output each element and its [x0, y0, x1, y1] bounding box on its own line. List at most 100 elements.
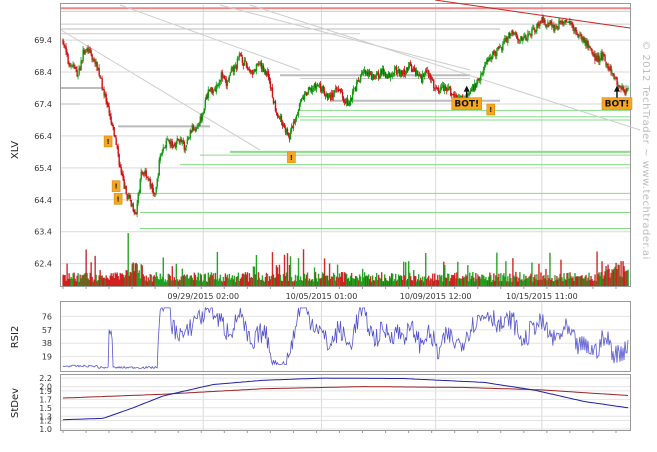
candle-body	[165, 140, 167, 148]
candle-body	[151, 183, 153, 189]
volume-bar	[536, 274, 538, 286]
volume-bar	[111, 276, 113, 286]
candle-body	[255, 64, 258, 71]
candle-body	[67, 54, 69, 64]
candle-body	[503, 40, 505, 45]
candle-body	[263, 69, 266, 73]
candle-body	[224, 78, 227, 80]
volume-bar	[376, 279, 379, 286]
volume-bar	[416, 281, 418, 286]
volume-bar	[605, 266, 607, 286]
volume-bar	[491, 281, 493, 286]
volume-bar	[550, 279, 552, 286]
candle-body	[80, 60, 82, 71]
volume-bar	[446, 278, 448, 286]
rsi-panel-frame	[60, 301, 631, 372]
volume-bar	[276, 267, 279, 286]
candle-body	[590, 47, 592, 50]
support-resistance-lines	[60, 0, 641, 230]
volume-bar	[183, 274, 186, 286]
candle-body	[190, 130, 193, 133]
candle-body	[85, 49, 87, 51]
volume-bar	[360, 281, 363, 286]
volume-bar	[589, 280, 591, 286]
candle-body	[435, 87, 437, 89]
buy-marker-box	[103, 135, 113, 148]
candle-body	[68, 63, 70, 65]
volume-bar	[308, 278, 311, 286]
candle-body	[538, 24, 540, 26]
candle-body	[376, 72, 379, 74]
grid-lines	[61, 5, 630, 433]
volume-bar	[71, 278, 73, 286]
volume-bar	[72, 273, 74, 286]
volume-bar	[367, 274, 370, 286]
volume-bar	[429, 280, 431, 286]
volume-bar	[347, 277, 350, 286]
candle-body	[87, 48, 89, 52]
volume-bar	[102, 277, 104, 286]
candle-body	[160, 154, 162, 156]
volume-bar	[315, 278, 318, 286]
volume-bar	[424, 276, 426, 286]
volume-bar	[191, 277, 194, 286]
volume-bar	[574, 273, 576, 286]
candle-body	[567, 22, 569, 23]
volume-bar	[283, 254, 286, 286]
candle-body	[588, 45, 590, 48]
buy-marker-label: !	[106, 138, 109, 146]
volume-bar	[593, 280, 595, 286]
candle-body	[257, 64, 260, 65]
candle-body	[237, 57, 240, 59]
volume-bar	[244, 272, 247, 286]
stdev-panel-frame	[60, 374, 631, 431]
buy-marker-label: !	[114, 183, 117, 191]
candle-body	[508, 32, 510, 39]
volume-bar	[359, 276, 362, 286]
volume-bar	[163, 281, 165, 286]
candle-body	[114, 135, 116, 137]
volume-bar	[175, 263, 178, 286]
candle-body	[423, 74, 425, 77]
volume-bar	[77, 273, 79, 286]
volume-bar	[626, 270, 628, 286]
volume-bar	[572, 276, 574, 286]
volume-bar	[556, 276, 558, 286]
volume-bar	[170, 280, 172, 286]
candle-body	[491, 57, 493, 59]
volume-bar	[271, 252, 274, 286]
volume-bar	[517, 281, 519, 286]
candle-body	[236, 58, 239, 69]
candle-body	[314, 82, 317, 89]
candle-body	[177, 138, 180, 141]
candle-body	[574, 27, 576, 32]
candle-body	[413, 66, 415, 72]
volume-bar	[310, 279, 313, 286]
volume-bar	[74, 278, 76, 286]
volume-bar	[75, 281, 77, 286]
candle-body	[420, 75, 422, 77]
volume-bar	[281, 281, 284, 286]
candle-body	[91, 54, 93, 60]
candle-body	[598, 55, 600, 62]
candle-body	[273, 101, 276, 104]
candle-body	[241, 56, 244, 63]
volume-bar	[92, 281, 94, 286]
candle-body	[438, 87, 440, 93]
volume-bar	[85, 249, 87, 286]
candle-body	[252, 71, 255, 75]
volume-bar	[106, 277, 108, 286]
candle-body	[482, 72, 484, 75]
volume-bar	[580, 275, 582, 286]
volume-bar	[561, 277, 563, 286]
volume-bar	[100, 275, 102, 286]
volume-bar	[167, 273, 169, 286]
candle-body	[367, 71, 370, 76]
candle-body	[226, 80, 229, 87]
volume-bar	[173, 277, 175, 286]
candle-body	[520, 36, 522, 40]
volume-bar	[181, 268, 184, 286]
volume-bar	[166, 280, 168, 286]
